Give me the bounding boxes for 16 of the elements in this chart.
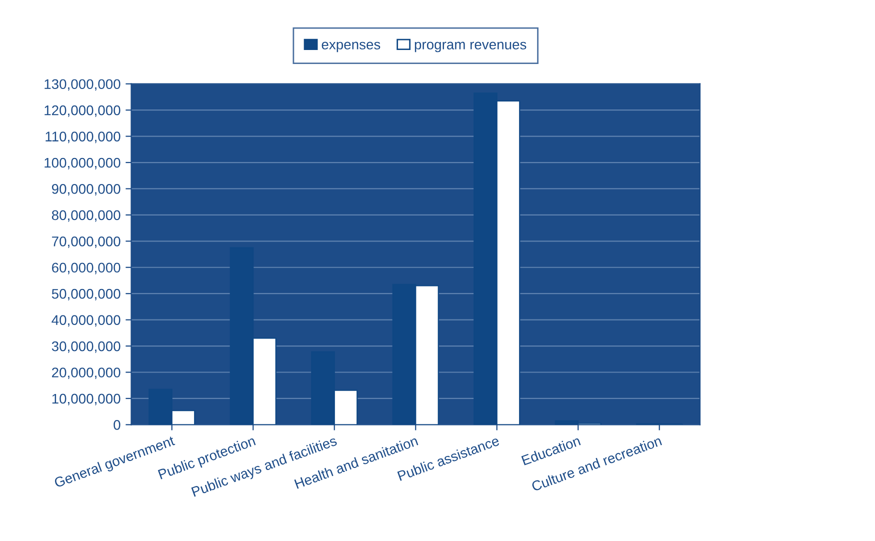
y-tick-label: 100,000,000 [44,158,120,170]
y-tick-label: 60,000,000 [52,262,120,274]
y-tick-label: 0 [114,420,120,430]
legend-label: expenses [322,42,380,52]
y-tick-label: 10,000,000 [52,394,120,406]
y-tick-label: 20,000,000 [52,368,120,380]
y-tick-label: 110,000,000 [46,132,120,144]
y-tick-label: 30,000,000 [52,341,120,353]
y-tick-label: 120,000,000 [44,105,120,117]
y-tick-label: 50,000,000 [52,288,120,300]
y-tick-label: 40,000,000 [52,315,120,327]
y-tick-label: 130,000,000 [44,79,120,91]
y-tick-label: 90,000,000 [52,184,120,196]
y-tick-label: 80,000,000 [52,210,120,222]
legend-label: program revenues [414,42,526,52]
y-tick-label: 70,000,000 [52,236,120,248]
